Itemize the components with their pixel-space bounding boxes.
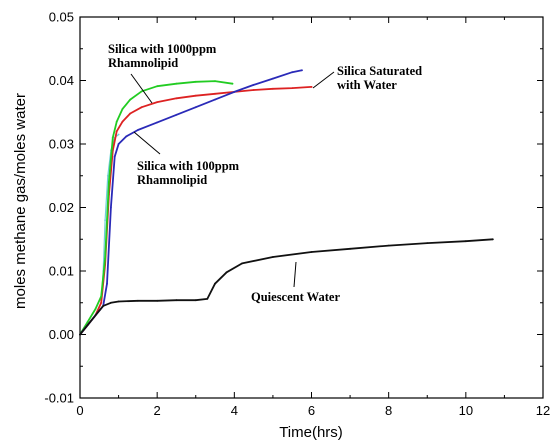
data-point-series-4 xyxy=(426,242,429,245)
data-point-series-2 xyxy=(233,91,236,93)
y-tick-label: 0.02 xyxy=(49,200,74,215)
series-line-4 xyxy=(79,238,494,336)
data-point-series-3 xyxy=(106,174,109,177)
data-point-series-0 xyxy=(214,80,216,82)
y-tick-label: 0.03 xyxy=(49,137,74,152)
data-point-series-4 xyxy=(387,244,390,247)
data-point-series-4 xyxy=(175,299,178,302)
data-point-series-1 xyxy=(115,130,118,133)
data-point-series-1 xyxy=(291,87,294,89)
data-point-series-1 xyxy=(100,301,103,304)
data-point-series-4 xyxy=(225,271,228,274)
annotation-leader xyxy=(130,73,153,104)
annotation-leader xyxy=(293,261,297,288)
data-point-series-2 xyxy=(125,135,128,138)
data-point-series-0 xyxy=(94,308,97,310)
data-point-series-4 xyxy=(214,282,216,285)
data-point-series-4 xyxy=(102,305,105,307)
data-point-series-4 xyxy=(117,300,120,303)
data-point-series-2 xyxy=(137,129,139,131)
data-point-series-0 xyxy=(108,181,110,184)
data-point-series-1 xyxy=(129,112,132,115)
data-point-series-2 xyxy=(214,98,216,101)
data-point-series-2 xyxy=(301,69,303,72)
data-point-series-4 xyxy=(349,247,351,250)
data-point-series-1 xyxy=(252,89,255,91)
data-point-series-4 xyxy=(94,314,97,317)
data-point-series-4 xyxy=(194,299,197,302)
data-point-series-0 xyxy=(129,98,132,101)
data-point-series-4 xyxy=(464,240,467,243)
annotation-leader xyxy=(133,131,161,155)
annotation-label: Rhamnolipid xyxy=(137,173,207,187)
data-point-series-4 xyxy=(206,298,209,300)
y-tick-label: 0.00 xyxy=(49,327,74,342)
data-point-series-0 xyxy=(156,85,159,88)
data-point-series-0 xyxy=(175,82,178,85)
data-point-series-1 xyxy=(214,92,216,95)
annotation-label: Silica Saturated xyxy=(337,64,422,78)
y-tick-label: -0.01 xyxy=(44,391,74,406)
data-point-series-0 xyxy=(194,80,197,83)
annotation-label: Quiescent Water xyxy=(251,290,340,304)
data-point-series-0 xyxy=(115,120,118,123)
data-point-series-0 xyxy=(100,295,103,298)
data-point-series-1 xyxy=(121,120,124,123)
data-point-series-4 xyxy=(86,324,89,326)
annotation-label: with Water xyxy=(337,78,397,92)
x-tick-label: 10 xyxy=(459,403,473,418)
data-point-series-3 xyxy=(104,219,106,222)
plot-frame xyxy=(79,16,544,399)
x-tick-label: 2 xyxy=(154,403,161,418)
x-tick-label: 6 xyxy=(308,403,315,418)
data-point-series-0 xyxy=(111,136,114,139)
x-tick-label: 0 xyxy=(76,403,83,418)
data-point-series-2 xyxy=(291,71,294,74)
data-point-series-2 xyxy=(194,106,197,109)
data-point-series-0 xyxy=(140,90,143,93)
data-point-series-2 xyxy=(272,77,274,80)
annotation-label: Rhamnolipid xyxy=(108,56,178,70)
data-point-series-0 xyxy=(121,108,124,110)
x-tick-label: 4 xyxy=(231,403,238,418)
data-point-series-2 xyxy=(175,113,178,116)
y-tick-label: 0.01 xyxy=(49,264,74,279)
data-point-series-4 xyxy=(79,333,81,336)
data-point-series-4 xyxy=(310,251,313,253)
series-line-0 xyxy=(79,80,234,336)
data-point-series-1 xyxy=(156,101,159,103)
x-axis-title: Time(hrs) xyxy=(279,424,343,441)
y-tick-label: 0.05 xyxy=(49,10,74,25)
data-point-series-2 xyxy=(252,84,255,86)
data-point-series-1 xyxy=(272,87,274,90)
data-point-series-0 xyxy=(104,257,106,260)
x-tick-label: 8 xyxy=(385,403,392,418)
data-point-series-2 xyxy=(156,121,159,124)
data-point-series-2 xyxy=(110,206,112,209)
data-point-series-1 xyxy=(310,86,313,88)
data-point-series-4 xyxy=(491,238,494,241)
data-point-series-3 xyxy=(117,133,120,136)
y-tick-label: 0.04 xyxy=(49,73,74,88)
data-point-series-0 xyxy=(231,82,234,85)
data-point-series-4 xyxy=(110,301,112,304)
annotation-leader xyxy=(312,71,335,89)
data-point-series-0 xyxy=(86,320,89,323)
data-point-series-2 xyxy=(113,155,116,158)
annotation-label: Silica with 100ppm xyxy=(137,159,240,173)
data-point-series-2 xyxy=(106,282,108,285)
data-point-series-4 xyxy=(272,256,274,258)
data-point-series-1 xyxy=(175,97,178,100)
y-axis-title: moles methane gas/moles water xyxy=(12,93,29,309)
data-point-series-1 xyxy=(140,106,143,109)
data-point-series-4 xyxy=(137,299,139,302)
data-point-series-1 xyxy=(194,94,197,97)
data-point-series-4 xyxy=(241,262,244,265)
data-point-series-2 xyxy=(117,143,120,145)
data-point-series-4 xyxy=(156,299,159,302)
annotation-label: Silica with 1000ppm xyxy=(108,42,217,56)
x-tick-label: 12 xyxy=(536,403,550,418)
